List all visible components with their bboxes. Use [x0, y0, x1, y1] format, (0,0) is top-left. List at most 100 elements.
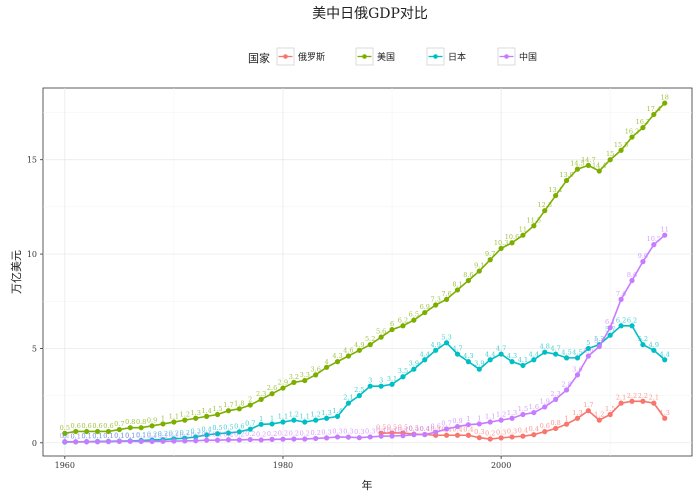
data-label: 0.2 — [267, 430, 277, 438]
data-label: 7.3 — [431, 296, 441, 304]
data-point — [149, 438, 155, 445]
data-label: 0.2 — [158, 430, 168, 438]
data-label: 1.2 — [180, 411, 190, 419]
data-point — [269, 421, 275, 427]
data-point — [662, 232, 668, 238]
data-label: 0.6 — [92, 422, 102, 430]
data-label: 0.7 — [114, 420, 124, 428]
series-2: 0.5 0.6 0.6 0.6 0.6 0.7 0.8 0.8 0.9 1 1.1 1.2 1.3 1.4… — [60, 94, 669, 436]
data-point — [389, 326, 395, 333]
data-point — [378, 334, 384, 340]
data-label: 0.3 — [496, 428, 506, 436]
data-label: 11 — [519, 226, 527, 234]
data-label: 1.7 — [583, 401, 593, 409]
data-point — [116, 426, 122, 433]
data-label: 8.1 — [452, 280, 462, 288]
data-point — [411, 317, 417, 323]
data-point — [313, 372, 319, 378]
data-point — [454, 432, 461, 438]
data-point — [225, 430, 232, 436]
data-label: 3.3 — [300, 371, 310, 379]
data-label: 1.5 — [518, 405, 528, 413]
data-point — [487, 419, 493, 425]
data-label: 3.6 — [572, 365, 582, 373]
data-label: 0.1 — [81, 432, 91, 440]
data-label: 4.6 — [343, 346, 353, 354]
data-label: 6.1 — [605, 318, 615, 326]
data-point — [313, 417, 319, 423]
data-label: 0.2 — [169, 429, 179, 437]
data-label: 0.8 — [125, 418, 135, 426]
data-label: 18 — [661, 94, 669, 102]
data-label: 4.4 — [485, 350, 495, 358]
data-label: 0.1 — [125, 432, 135, 440]
data-point — [618, 147, 624, 153]
data-point — [280, 419, 286, 425]
data-point — [563, 355, 570, 361]
data-label: 3.5 — [398, 367, 408, 375]
data-point — [487, 257, 493, 263]
data-point — [378, 383, 384, 389]
data-point — [345, 400, 352, 406]
data-label: 0.1 — [191, 431, 201, 439]
data-label: 1 — [564, 415, 568, 423]
data-point — [531, 432, 537, 438]
data-label: 0.1 — [71, 432, 81, 440]
data-point — [214, 411, 221, 418]
data-point — [487, 357, 493, 363]
data-point — [160, 438, 166, 444]
data-label: 12.3 — [538, 201, 552, 209]
data-point — [629, 134, 635, 140]
data-point — [400, 433, 406, 439]
x-tick-label: 1960 — [55, 461, 75, 470]
data-label: 0.2 — [278, 430, 288, 438]
data-label: 4.8 — [540, 343, 550, 351]
data-label: 1.1 — [169, 413, 179, 421]
data-label: 0.2 — [311, 429, 321, 437]
data-point — [531, 223, 537, 229]
data-point — [247, 426, 253, 432]
data-label: 2.2 — [638, 392, 648, 400]
data-point — [356, 347, 362, 353]
data-label: 0.5 — [60, 424, 70, 432]
data-label: 4.4 — [529, 350, 539, 358]
data-point — [443, 426, 450, 432]
data-label: 0.1 — [71, 432, 81, 440]
data-label: 1.2 — [311, 411, 321, 419]
data-point — [389, 433, 395, 439]
data-label: 3 — [368, 377, 372, 385]
data-label: 0.4 — [420, 425, 430, 433]
data-point — [62, 439, 68, 445]
x-tick-label: 2000 — [491, 461, 511, 470]
data-point — [520, 433, 526, 439]
data-point — [225, 408, 232, 414]
data-point — [313, 435, 319, 442]
data-label: 0.4 — [201, 425, 211, 433]
data-label: 4.9 — [649, 341, 659, 349]
data-point — [585, 162, 591, 168]
data-point — [269, 436, 275, 442]
data-label: 0.2 — [245, 430, 255, 438]
data-point — [574, 415, 581, 421]
data-label: 0.1 — [114, 432, 124, 440]
data-label: 0.1 — [103, 432, 113, 440]
data-label: 0.5 — [387, 423, 397, 431]
data-point — [225, 437, 232, 443]
data-label: 1.5 — [212, 405, 222, 413]
data-point — [422, 309, 428, 316]
data-label: 1.4 — [201, 407, 211, 415]
data-point — [443, 340, 450, 346]
data-point — [563, 387, 570, 393]
data-label: 0.5 — [398, 423, 408, 431]
data-point — [618, 323, 624, 329]
series-3: 0 0.1 0.1 0.1 0.1 0.1 0.1 0.1 0.2 0.2 0.2 0.2 0.3 0.4… — [62, 316, 670, 445]
data-label: 0.1 — [201, 431, 211, 439]
data-point — [531, 409, 537, 416]
data-label: 0.3 — [191, 427, 201, 435]
data-label: 0.3 — [343, 428, 353, 436]
data-label: 0.3 — [365, 427, 375, 435]
data-label: 14.4 — [592, 162, 606, 170]
data-label: 3 — [379, 377, 383, 385]
legend-label: 中国 — [519, 51, 537, 63]
